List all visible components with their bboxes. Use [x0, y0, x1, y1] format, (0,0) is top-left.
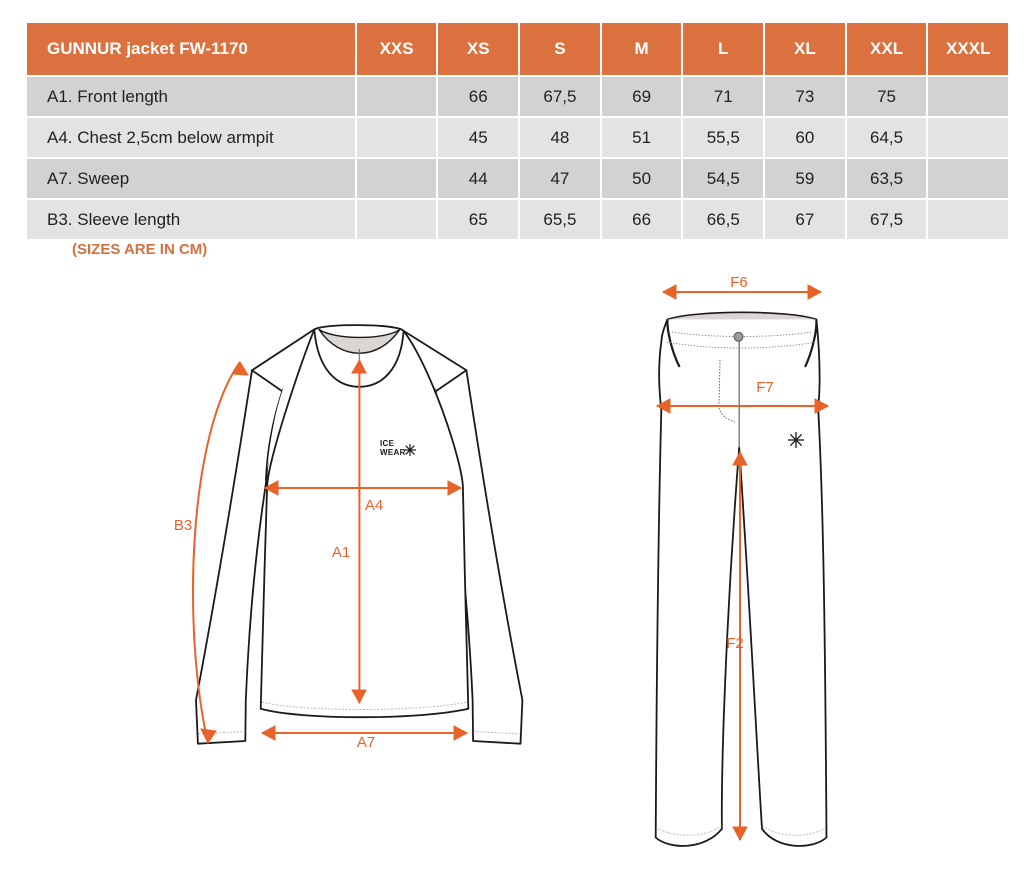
svg-text:F7: F7 [756, 379, 774, 396]
svg-text:ICE: ICE [380, 439, 395, 448]
svg-text:WEAR: WEAR [380, 448, 406, 457]
svg-text:A7: A7 [357, 734, 375, 751]
svg-text:F6: F6 [730, 274, 748, 291]
svg-text:F2: F2 [726, 635, 744, 652]
svg-text:A4: A4 [365, 497, 383, 514]
svg-text:B3: B3 [174, 517, 192, 534]
svg-text:A1: A1 [332, 544, 350, 561]
